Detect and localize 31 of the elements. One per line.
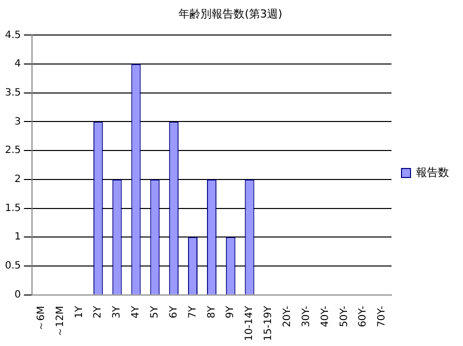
- x-tick-label: 3Y: [112, 304, 123, 318]
- x-tick-label: 6Y: [168, 304, 180, 318]
- y-tick-label: 1.5: [4, 202, 21, 214]
- y-tick-label: 2: [14, 174, 21, 186]
- y-tick-label: 1: [14, 232, 21, 243]
- x-tick-label: 10-14Y: [244, 304, 256, 342]
- x-tick-label: ～12M: [54, 306, 66, 338]
- x-tick-label: 4Y: [130, 304, 142, 318]
- x-tick-label: 30Y-: [300, 305, 312, 328]
- y-tick-label: 3: [14, 116, 21, 128]
- legend-label: 報告数: [416, 166, 449, 179]
- x-tick-label: 8Y: [206, 304, 218, 318]
- y-tick-label: 3.5: [4, 87, 21, 98]
- x-tick-label: 2Y: [92, 304, 104, 318]
- x-tick-label: ～6M: [36, 306, 47, 331]
- y-tick-label: 0: [14, 289, 21, 300]
- y-tick-label: 4: [14, 58, 21, 70]
- y-tick-label: 4.5: [4, 30, 21, 41]
- x-tick-label: 40Y-: [320, 305, 331, 328]
- x-tick-label: 70Y-: [376, 305, 388, 328]
- x-tick-label: 1Y: [74, 304, 85, 318]
- x-tick-label: 5Y: [150, 304, 161, 318]
- x-tick-label: 9Y: [225, 304, 236, 318]
- chart-title: 年齢別報告数(第3週): [178, 7, 282, 20]
- x-tick-label: 20Y-: [282, 305, 293, 328]
- x-tick-label: 7Y: [187, 304, 198, 318]
- y-tick-label: 0.5: [4, 260, 21, 272]
- x-tick-label: 15-19Y: [263, 304, 274, 342]
- x-tick-label: 50Y-: [338, 305, 350, 328]
- x-tick-label: 60Y-: [358, 305, 369, 328]
- y-tick-label: 2.5: [4, 145, 21, 156]
